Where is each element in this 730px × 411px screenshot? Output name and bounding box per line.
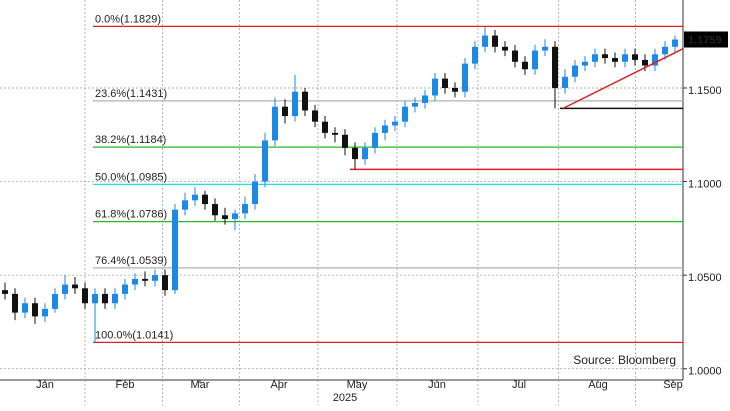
candle-body: [482, 35, 488, 47]
candle-body: [302, 91, 308, 111]
candle-body: [532, 50, 538, 70]
candle-body: [32, 303, 38, 317]
candle-body: [312, 110, 318, 122]
y-tick-label: 1.1500: [688, 85, 722, 97]
candle-body: [352, 147, 358, 160]
candle-body: [22, 303, 28, 313]
candle-body: [72, 284, 78, 289]
candle-body: [82, 288, 88, 304]
fib-label: 76.4%(1.0539): [95, 255, 167, 267]
x-tick-label: Aug: [588, 379, 608, 391]
candle-body: [332, 132, 338, 135]
candle-body: [292, 91, 298, 117]
candle-body: [102, 293, 108, 304]
candle-body: [392, 121, 398, 126]
candle-body: [662, 46, 668, 55]
candle-body: [202, 194, 208, 205]
fib-label: 50.0%(1.0985): [95, 171, 167, 183]
candle-body: [242, 204, 248, 214]
candle-body: [272, 106, 278, 141]
candle-body: [542, 46, 548, 51]
candle-body: [342, 134, 348, 148]
candle-body: [232, 213, 238, 220]
candle-body: [162, 275, 168, 291]
candle-body: [452, 87, 458, 92]
candle-body: [142, 278, 148, 281]
candle-body: [642, 59, 648, 66]
x-tick-label: Sep: [663, 379, 683, 391]
fib-label: 23.6%(1.1431): [95, 88, 167, 100]
candle-body: [622, 54, 628, 62]
candle-body: [62, 284, 68, 294]
candle-body: [652, 54, 658, 66]
candle-body: [382, 125, 388, 133]
last-price-box: [684, 31, 728, 48]
candle-body: [502, 46, 508, 51]
candle-body: [12, 293, 18, 313]
x-axis-label: 2025: [333, 392, 357, 404]
candle-body: [132, 278, 138, 285]
fib-label: 100.0%(1.0141): [95, 329, 173, 341]
candle-body: [92, 293, 98, 304]
candle-body: [192, 194, 198, 201]
candle-body: [602, 54, 608, 59]
x-tick-label: Apr: [270, 379, 287, 391]
candle-body: [362, 147, 368, 160]
candle-body: [432, 78, 438, 96]
x-tick-label: Jul: [512, 379, 526, 391]
candle-body: [42, 308, 48, 317]
candle-body: [582, 61, 588, 66]
candle-body: [372, 132, 378, 148]
candle-body: [632, 54, 638, 60]
candle-body: [222, 215, 228, 220]
candle-body: [552, 46, 558, 88]
candle-body: [512, 50, 518, 62]
candle-body: [612, 58, 618, 62]
candle-body: [412, 102, 418, 107]
y-tick-label: 1.1000: [688, 178, 722, 190]
source-box: [561, 350, 679, 372]
last-price-label: 1.1759: [688, 34, 722, 46]
candle-body: [122, 284, 128, 294]
candle-body: [522, 61, 528, 70]
candle-body: [592, 54, 598, 62]
candle-body: [492, 35, 498, 47]
x-tick-label: Mar: [191, 379, 210, 391]
trendline: [562, 47, 684, 110]
candle-body: [152, 275, 158, 281]
candle-body: [402, 106, 408, 122]
y-tick-label: 1.0000: [688, 366, 722, 378]
candle-body: [112, 293, 118, 304]
y-tick-label: 1.0500: [688, 272, 722, 284]
candle-body: [2, 290, 8, 294]
candle-body: [252, 181, 258, 205]
candle-body: [52, 293, 58, 309]
x-tick-label: Jan: [36, 379, 54, 391]
fib-label: 61.8%(1.0786): [95, 209, 167, 221]
candle-body: [282, 106, 288, 117]
candle-body: [572, 65, 578, 77]
fib-label: 0.0%(1.1829): [95, 13, 161, 25]
candle-body: [562, 76, 568, 88]
x-tick-label: Feb: [116, 379, 135, 391]
candle-body: [182, 200, 188, 210]
candle-body: [172, 209, 178, 291]
candle-body: [672, 39, 678, 47]
candle-body: [472, 46, 478, 64]
plot: [0, 0, 683, 405]
candle-body: [442, 78, 448, 88]
candle-body: [462, 63, 468, 92]
candle-body: [212, 204, 218, 216]
candle-body: [422, 95, 428, 103]
x-tick-label: May: [347, 379, 368, 391]
candle-body: [322, 121, 328, 133]
source: Source: Bloomberg: [573, 353, 676, 367]
fib-label: 38.2%(1.1184): [95, 134, 166, 146]
x-tick-label: Jun: [428, 379, 446, 391]
candle-body: [262, 140, 268, 182]
